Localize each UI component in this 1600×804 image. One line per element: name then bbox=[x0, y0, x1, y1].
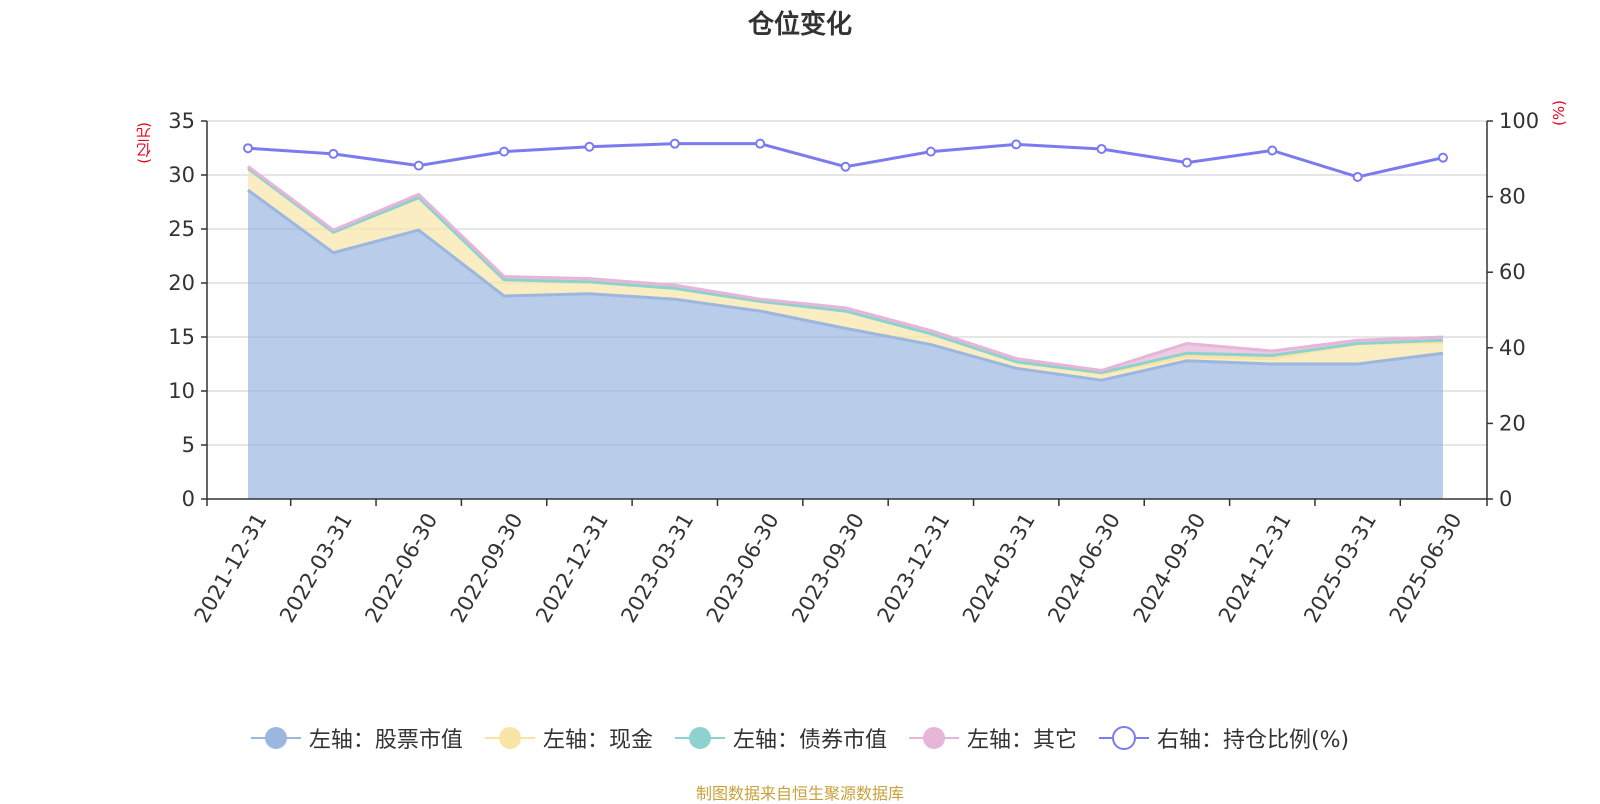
x-tick-label: 2023-12-31 bbox=[873, 509, 955, 627]
holding-ratio-point bbox=[840, 161, 851, 172]
legend-label: 左轴：现金 bbox=[542, 728, 653, 753]
x-tick-label: 2022-09-30 bbox=[446, 509, 528, 627]
holding-ratio-point bbox=[584, 141, 595, 152]
x-tick-label: 2023-09-30 bbox=[787, 509, 869, 627]
legend-marker-icon bbox=[1098, 726, 1149, 750]
left-tick-label: 0 bbox=[182, 487, 195, 511]
holding-ratio-point bbox=[755, 138, 766, 149]
legend-item[interactable]: 左轴：现金 bbox=[484, 722, 653, 754]
holding-ratio-point bbox=[1011, 139, 1022, 150]
holding-ratio-point bbox=[1352, 171, 1363, 182]
x-tick-label: 2022-12-31 bbox=[531, 509, 613, 627]
right-tick-label: 0 bbox=[1499, 487, 1512, 511]
data-source-footer: 制图数据来自恒生聚源数据库 bbox=[695, 784, 904, 803]
x-tick-label: 2024-09-30 bbox=[1129, 509, 1211, 627]
legend-marker-icon bbox=[484, 727, 535, 749]
legend-label: 右轴：持仓比例(%) bbox=[1156, 728, 1350, 753]
right-tick-label: 60 bbox=[1499, 260, 1526, 284]
right-tick-label: 100 bbox=[1499, 109, 1539, 133]
x-tick-label: 2024-06-30 bbox=[1043, 509, 1125, 627]
legend-label: 左轴：股票市值 bbox=[308, 728, 463, 753]
legend-item[interactable]: 左轴：股票市值 bbox=[250, 722, 463, 754]
left-tick-label: 20 bbox=[168, 271, 195, 295]
holding-ratio-point bbox=[1438, 152, 1448, 163]
legend-label: 左轴：其它 bbox=[966, 728, 1077, 753]
holding-ratio-point bbox=[1267, 145, 1278, 156]
legend-item[interactable]: 左轴：其它 bbox=[908, 722, 1077, 754]
holding-ratio-line bbox=[247, 142, 1444, 179]
right-tick-label: 80 bbox=[1499, 185, 1526, 209]
stack-line-3 bbox=[247, 165, 1444, 373]
x-tick-label: 2022-06-30 bbox=[360, 509, 442, 627]
x-tick-label: 2024-03-31 bbox=[958, 509, 1040, 627]
x-tick-label: 2023-06-30 bbox=[702, 509, 784, 627]
left-tick-label: 35 bbox=[168, 109, 195, 133]
holding-ratio-point bbox=[243, 143, 253, 154]
x-tick-label: 2025-03-31 bbox=[1299, 509, 1381, 627]
stack-area-0 bbox=[248, 190, 1443, 499]
left-tick-label: 15 bbox=[168, 325, 195, 349]
holding-ratio-point bbox=[925, 146, 936, 157]
holding-ratio-point bbox=[1096, 143, 1107, 154]
x-tick-label: 2025-06-30 bbox=[1385, 509, 1467, 627]
right-tick-label: 20 bbox=[1499, 411, 1526, 435]
left-tick-label: 30 bbox=[168, 163, 195, 187]
x-tick-label: 2021-12-31 bbox=[190, 509, 272, 627]
stack-line-0 bbox=[247, 188, 1444, 382]
holding-ratio-point bbox=[328, 148, 339, 159]
legend-marker-icon bbox=[250, 727, 301, 749]
right-tick-label: 40 bbox=[1499, 336, 1526, 360]
legend-item[interactable]: 左轴：债券市值 bbox=[674, 722, 887, 754]
legend-marker-icon bbox=[674, 727, 725, 749]
stack-line-2 bbox=[247, 167, 1444, 375]
left-tick-label: 5 bbox=[182, 433, 195, 457]
left-tick-label: 25 bbox=[168, 217, 195, 241]
x-tick-label: 2024-12-31 bbox=[1214, 509, 1296, 627]
legend-label: 左轴：债券市值 bbox=[732, 728, 887, 753]
left-tick-label: 10 bbox=[168, 379, 195, 403]
holding-ratio-point bbox=[499, 146, 510, 157]
stack-area-1 bbox=[248, 168, 1443, 381]
legend-marker-icon bbox=[908, 727, 959, 749]
chart-title: 仓位变化 bbox=[747, 10, 852, 40]
legend-item[interactable]: 右轴：持仓比例(%) bbox=[1098, 722, 1350, 754]
holding-ratio-point bbox=[413, 160, 424, 171]
x-tick-label: 2022-03-31 bbox=[275, 509, 357, 627]
holding-ratio-point bbox=[669, 138, 680, 149]
holding-ratio-point bbox=[1181, 157, 1192, 168]
chart-legend[interactable]: 左轴：股票市值 左轴：现金 左轴：债券市值 左轴：其它 右轴：持仓比例(%) bbox=[0, 722, 1600, 754]
x-tick-label: 2023-03-31 bbox=[616, 509, 698, 627]
